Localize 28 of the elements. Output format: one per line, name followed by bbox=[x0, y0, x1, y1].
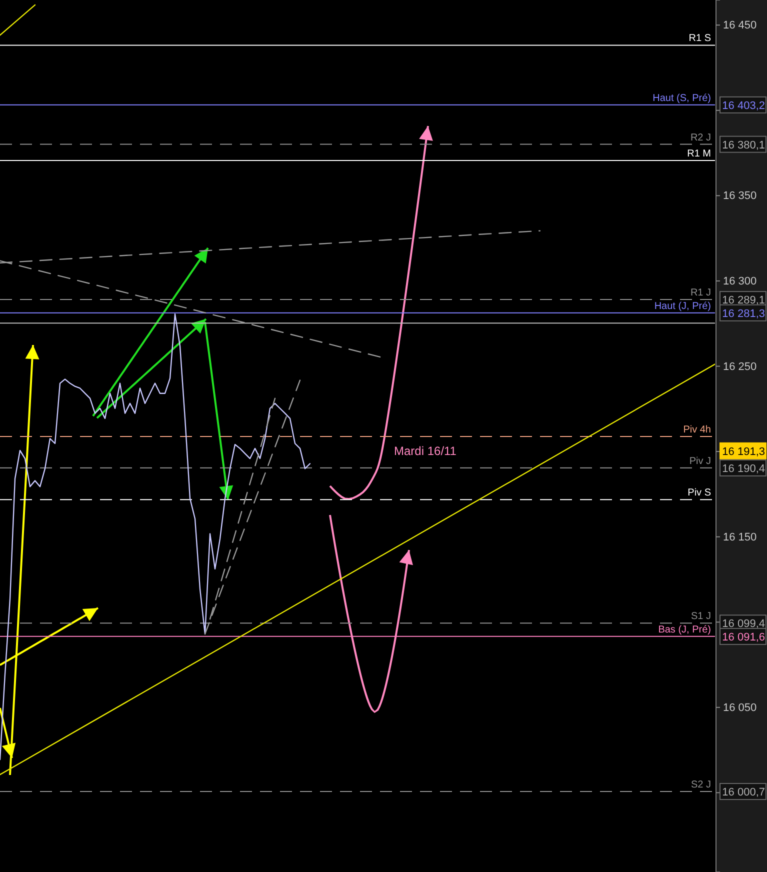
ref-line-label: S1 J bbox=[690, 611, 711, 622]
text: 16 099,4 bbox=[722, 618, 765, 630]
ref-line-label: R1 S bbox=[688, 33, 712, 44]
text: 16 403,2 bbox=[722, 100, 765, 112]
ref-line-label: S2 J bbox=[690, 779, 711, 790]
ref-line-label: Piv J bbox=[689, 456, 711, 467]
text: 16 190,4 bbox=[722, 462, 765, 475]
text: 16 380,1 bbox=[722, 139, 765, 152]
y-tick-label: 16 350 bbox=[723, 190, 757, 202]
ref-line-label: Piv 4h bbox=[683, 424, 711, 436]
ref-line-label: R1 M bbox=[687, 148, 711, 160]
ref-line-label: R2 J bbox=[690, 132, 711, 144]
ref-line-label: Haut (S, Pré) bbox=[652, 92, 711, 104]
text: 16 091,6 bbox=[722, 631, 765, 644]
ref-line-label: R1 J bbox=[690, 288, 711, 299]
text: 16 191,3 bbox=[722, 446, 765, 458]
annotation: Mardi 16/11 bbox=[394, 444, 457, 458]
y-tick-label: 16 250 bbox=[723, 360, 757, 373]
text: 16 281,3 bbox=[722, 308, 765, 320]
ref-line-label: Bas (J, Pré) bbox=[658, 624, 711, 636]
y-tick-label: 16 300 bbox=[723, 275, 757, 288]
y-tick-label: 16 150 bbox=[723, 531, 757, 544]
text: 16 289,1 bbox=[722, 294, 765, 307]
y-tick-label: 16 050 bbox=[723, 702, 757, 714]
text: 16 000,7 bbox=[722, 786, 765, 798]
y-tick-label: 16 450 bbox=[723, 20, 757, 32]
ref-line-label: Haut (J, Pré) bbox=[654, 300, 711, 312]
ref-line-label: Piv S bbox=[688, 488, 712, 499]
